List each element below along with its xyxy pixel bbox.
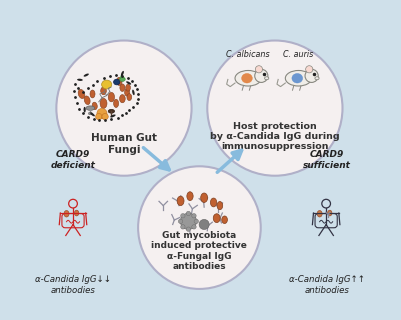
Ellipse shape [83,74,89,77]
Ellipse shape [210,198,216,207]
Ellipse shape [64,211,69,217]
Circle shape [97,108,107,118]
Ellipse shape [126,84,130,91]
Text: Human Gut
Fungi: Human Gut Fungi [91,133,156,155]
Ellipse shape [100,87,106,95]
Ellipse shape [316,211,321,217]
Text: Host protection
by α-Candida IgG during
immunosuppression: Host protection by α-Candida IgG during … [210,122,339,151]
Ellipse shape [84,96,90,105]
Circle shape [178,219,182,223]
Ellipse shape [200,193,207,203]
Circle shape [305,66,312,73]
Ellipse shape [119,84,125,92]
Ellipse shape [213,214,220,223]
Ellipse shape [264,77,268,80]
Text: CARD9
sufficient: CARD9 sufficient [302,150,350,170]
Ellipse shape [241,74,252,83]
Ellipse shape [119,95,125,103]
Ellipse shape [291,74,302,83]
Ellipse shape [235,70,261,86]
Circle shape [304,69,318,83]
Circle shape [138,166,260,289]
Text: CARD9
deficient: CARD9 deficient [51,150,95,170]
Circle shape [194,219,198,223]
Circle shape [191,225,196,229]
Ellipse shape [108,92,114,102]
Ellipse shape [108,109,114,113]
Circle shape [102,114,108,120]
Ellipse shape [88,112,92,115]
Circle shape [95,114,102,120]
Ellipse shape [177,196,184,205]
Ellipse shape [86,106,95,110]
Circle shape [180,213,184,218]
Circle shape [56,41,191,176]
Circle shape [255,66,262,73]
Ellipse shape [77,79,83,81]
Ellipse shape [113,99,118,108]
Ellipse shape [217,202,222,210]
Text: α-Candida IgG↑↑
antibodies: α-Candida IgG↑↑ antibodies [288,275,364,294]
Ellipse shape [285,70,311,86]
Text: α-Candida IgG↓↓
antibodies: α-Candida IgG↓↓ antibodies [35,275,111,294]
Ellipse shape [132,90,134,95]
Ellipse shape [314,77,318,80]
Polygon shape [119,75,125,79]
Circle shape [191,213,196,218]
Ellipse shape [119,78,125,81]
Circle shape [186,211,190,216]
Ellipse shape [101,80,111,89]
Ellipse shape [110,115,115,117]
Ellipse shape [221,216,227,223]
Ellipse shape [127,94,132,100]
Circle shape [198,220,209,229]
Circle shape [180,225,184,229]
Text: C. albicans: C. albicans [226,50,269,60]
Circle shape [180,213,196,229]
Ellipse shape [83,107,85,113]
Ellipse shape [78,89,85,99]
Ellipse shape [186,192,192,201]
Ellipse shape [124,89,129,96]
Ellipse shape [113,79,119,85]
Circle shape [186,227,190,231]
Text: C. auris: C. auris [283,50,313,60]
Ellipse shape [74,210,79,216]
Ellipse shape [100,98,107,108]
Ellipse shape [327,210,331,216]
Ellipse shape [90,90,95,98]
Circle shape [254,69,267,83]
Ellipse shape [126,81,131,84]
Ellipse shape [92,102,97,110]
Ellipse shape [90,112,95,116]
Ellipse shape [116,77,122,85]
Ellipse shape [121,71,124,76]
Text: Gut mycobiota
induced protective
α-Fungal IgG
antibodies: Gut mycobiota induced protective α-Funga… [151,231,247,271]
Circle shape [207,41,342,176]
